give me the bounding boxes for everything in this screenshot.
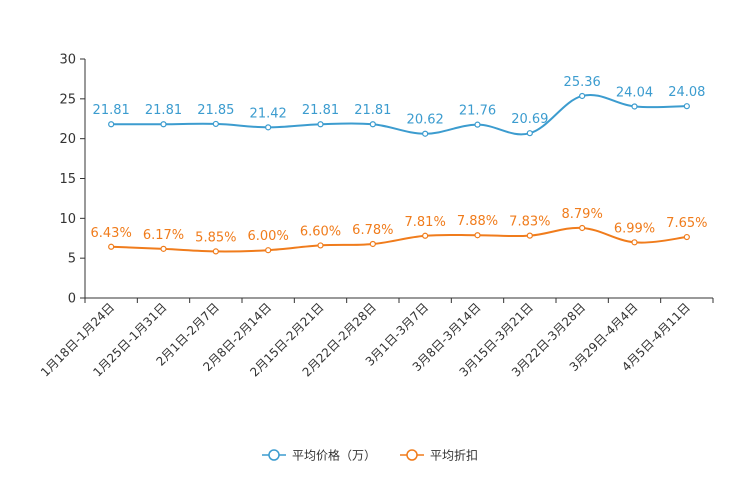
data-point xyxy=(683,233,690,241)
legend-label: 平均折扣 xyxy=(430,448,478,463)
data-label: 21.85 xyxy=(197,103,234,118)
y-tick-label: 0 xyxy=(68,292,76,307)
data-label: 21.76 xyxy=(459,104,496,119)
data-label: 6.17% xyxy=(143,228,184,243)
data-label: 21.81 xyxy=(145,103,182,118)
data-point xyxy=(579,224,586,232)
data-point xyxy=(369,121,376,128)
data-label: 8.79% xyxy=(562,207,603,222)
data-label: 6.00% xyxy=(248,229,289,244)
data-point xyxy=(422,130,429,137)
series-line-1 xyxy=(111,93,687,136)
data-point xyxy=(526,130,533,137)
data-point xyxy=(160,121,167,128)
data-label: 7.81% xyxy=(405,215,446,230)
data-label: 7.65% xyxy=(666,216,707,231)
data-point xyxy=(474,121,481,128)
y-tick-label: 30 xyxy=(59,53,76,68)
data-point xyxy=(108,121,115,128)
legend-label: 平均价格（万） xyxy=(292,448,376,463)
series-line-2 xyxy=(111,226,687,253)
data-point xyxy=(265,247,272,254)
data-point xyxy=(369,240,376,248)
data-label: 21.42 xyxy=(250,106,287,121)
data-label: 7.83% xyxy=(509,215,550,230)
data-point xyxy=(212,120,219,128)
data-point xyxy=(631,239,638,246)
data-label: 6.60% xyxy=(300,224,341,239)
data-point xyxy=(160,245,167,252)
data-point xyxy=(108,243,115,250)
data-label: 21.81 xyxy=(354,103,391,118)
data-label: 6.78% xyxy=(352,223,393,238)
data-point xyxy=(422,232,429,239)
data-point xyxy=(683,103,690,110)
data-label: 25.36 xyxy=(564,75,601,90)
y-tick-label: 20 xyxy=(59,132,76,147)
y-tick-label: 25 xyxy=(59,92,76,107)
legend-swatch-marker xyxy=(406,449,418,461)
data-label: 21.81 xyxy=(302,103,339,118)
data-label: 21.81 xyxy=(93,103,130,118)
data-label: 5.85% xyxy=(195,230,236,245)
data-point xyxy=(265,124,272,131)
data-point xyxy=(212,248,219,255)
data-point xyxy=(631,103,638,110)
legend-swatch-marker xyxy=(268,449,280,461)
data-point xyxy=(474,232,481,239)
data-point xyxy=(579,92,586,100)
data-point xyxy=(526,232,533,239)
data-label: 24.04 xyxy=(616,85,653,100)
data-label: 20.69 xyxy=(511,112,548,127)
data-label: 7.88% xyxy=(457,214,498,229)
data-label: 6.99% xyxy=(614,221,655,236)
y-tick-label: 10 xyxy=(59,212,76,227)
data-label: 6.43% xyxy=(91,226,132,241)
y-tick-label: 5 xyxy=(68,252,76,267)
y-tick-label: 15 xyxy=(59,172,76,187)
data-point xyxy=(317,242,324,249)
data-label: 20.62 xyxy=(407,113,444,128)
data-label: 24.08 xyxy=(668,85,705,100)
data-point xyxy=(317,121,324,128)
